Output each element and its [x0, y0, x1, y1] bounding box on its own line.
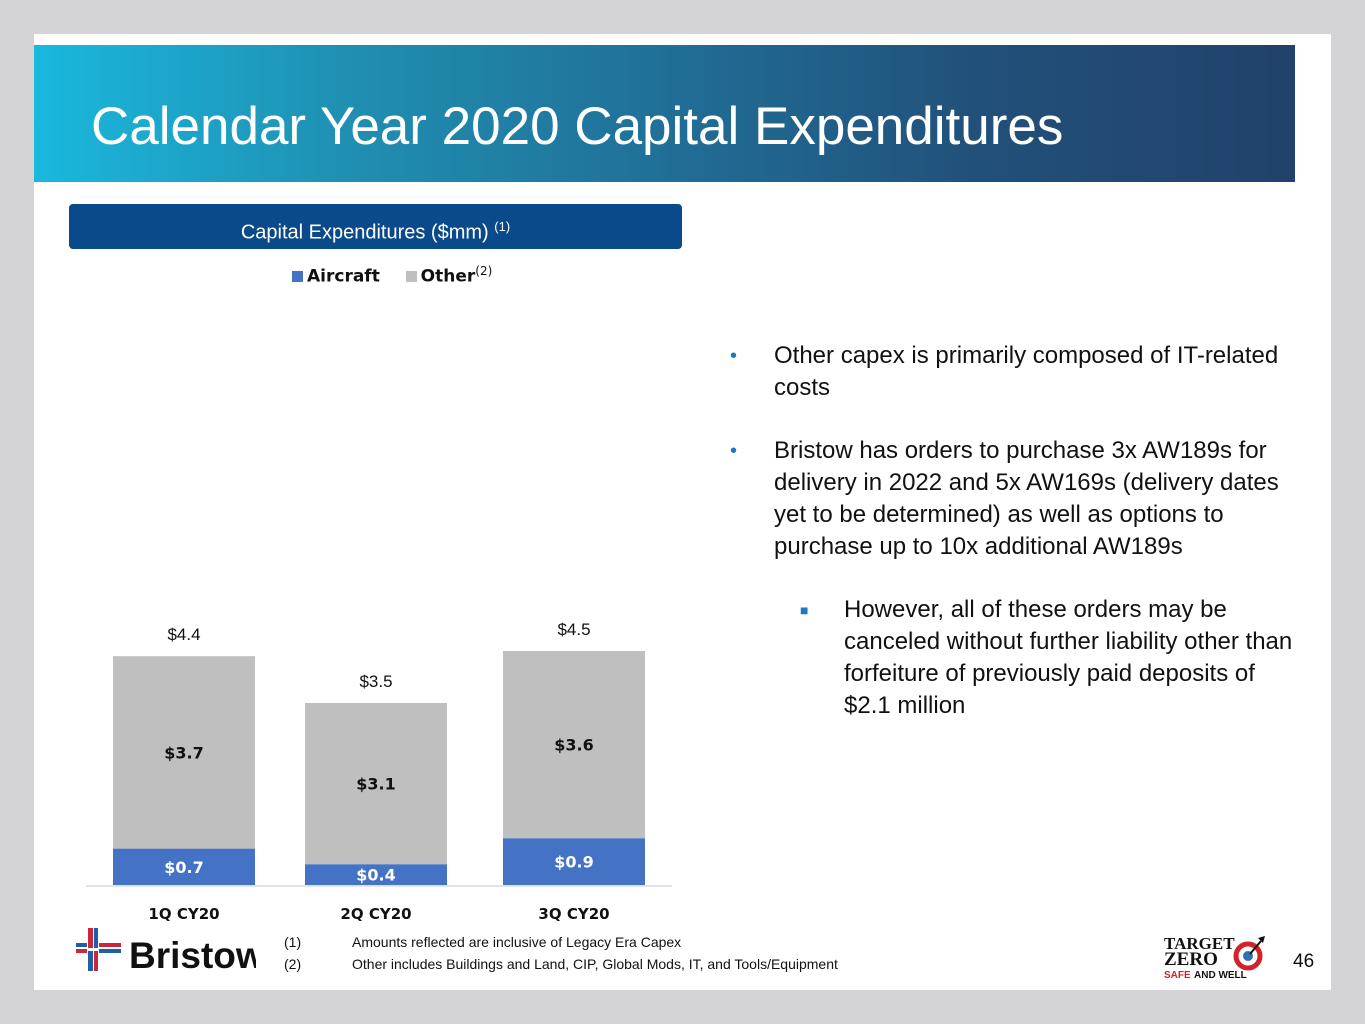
x-tick-label: 1Q CY20 — [148, 905, 219, 923]
bullet-list: • Other capex is primarily composed of I… — [730, 340, 1300, 753]
title-banner: Calendar Year 2020 Capital Expenditures — [34, 45, 1295, 182]
bullet-square-icon: ■ — [800, 602, 809, 618]
total-label: $4.5 — [557, 620, 590, 639]
bar-aircraft-2 — [305, 864, 447, 885]
legend-swatch-other — [405, 270, 417, 282]
target-zero-line2: ZERO — [1164, 949, 1218, 970]
legend-swatch-aircraft — [292, 270, 303, 282]
bullet-item: • Bristow has orders to purchase 3x AW18… — [730, 435, 1300, 563]
bullet-text: Bristow has orders to purchase 3x AW189s… — [774, 437, 1279, 560]
footnotes: (1) Amounts reflected are inclusive of Le… — [284, 931, 838, 975]
chart-header-label: Capital Expenditures ($mm) — [240, 221, 489, 244]
target-zero-line1: TARGET — [1164, 934, 1235, 953]
total-label: $3.5 — [359, 672, 392, 691]
bar-aircraft-1 — [113, 848, 255, 885]
footnote-text: Other includes Buildings and Land, CIP, … — [352, 956, 838, 972]
data-label-aircraft: $0.4 — [356, 866, 395, 885]
legend-footnote-ref: (2) — [475, 264, 493, 278]
footnote: (2) Other includes Buildings and Land, CI… — [284, 953, 838, 975]
total-label: $4.4 — [167, 625, 200, 644]
data-label-other: $3.1 — [356, 775, 395, 794]
target-icon — [1233, 936, 1265, 971]
bullet-text: Other capex is primarily composed of IT-… — [774, 342, 1279, 401]
data-label-other: $3.7 — [164, 743, 203, 762]
bullet-text: However, all of these orders may be canc… — [844, 596, 1293, 719]
chart-header-footnote-ref: (1) — [494, 219, 511, 234]
slide-title: Calendar Year 2020 Capital Expenditures — [91, 97, 1064, 156]
data-label-aircraft: $0.7 — [164, 858, 203, 877]
data-label-other: $3.6 — [554, 736, 593, 755]
chart-header: Capital Expenditures ($mm) (1) — [69, 204, 682, 249]
legend-label-aircraft: Aircraft — [307, 266, 380, 287]
bar-other-1 — [113, 656, 255, 849]
chart-legend: Aircraft Other(2) — [292, 264, 492, 287]
target-zero-and-well: AND WELL — [1194, 970, 1247, 981]
legend-label-other: Other — [420, 266, 476, 287]
footnote-number: (1) — [284, 934, 302, 950]
footnote-number: (2) — [284, 956, 302, 972]
bar-other-3 — [503, 651, 645, 839]
target-zero-logo: TARGET ZERO SAFE AND WELL — [1164, 934, 1265, 981]
x-tick-label: 3Q CY20 — [538, 905, 609, 923]
sub-bullet-item: ■ However, all of these orders may be ca… — [730, 594, 1300, 722]
x-tick-label: 2Q CY20 — [340, 905, 411, 923]
bar-aircraft-3 — [503, 838, 645, 885]
footnote-text: Amounts reflected are inclusive of Legac… — [352, 934, 682, 950]
bullet-dot-icon: • — [730, 345, 738, 367]
bullet-item: • Other capex is primarily composed of I… — [730, 340, 1300, 404]
slide: Calendar Year 2020 Capital Expenditures … — [34, 34, 1331, 990]
footnote: (1) Amounts reflected are inclusive of Le… — [284, 931, 838, 953]
bristow-mark-icon — [76, 928, 121, 971]
target-zero-safe: SAFE — [1164, 970, 1191, 981]
data-label-aircraft: $0.9 — [554, 853, 593, 872]
capex-bar-chart: $0.7 $3.7 $4.4 1Q CY20 $0.4 $3.1 $3.5 2Q CY20 $0… — [86, 620, 672, 923]
bullet-dot-icon: • — [730, 440, 738, 462]
bar-other-2 — [305, 703, 447, 865]
bristow-wordmark: Bristow — [129, 935, 256, 974]
bristow-logo: Bristow — [76, 928, 256, 974]
page-number: 46 — [1293, 951, 1315, 972]
